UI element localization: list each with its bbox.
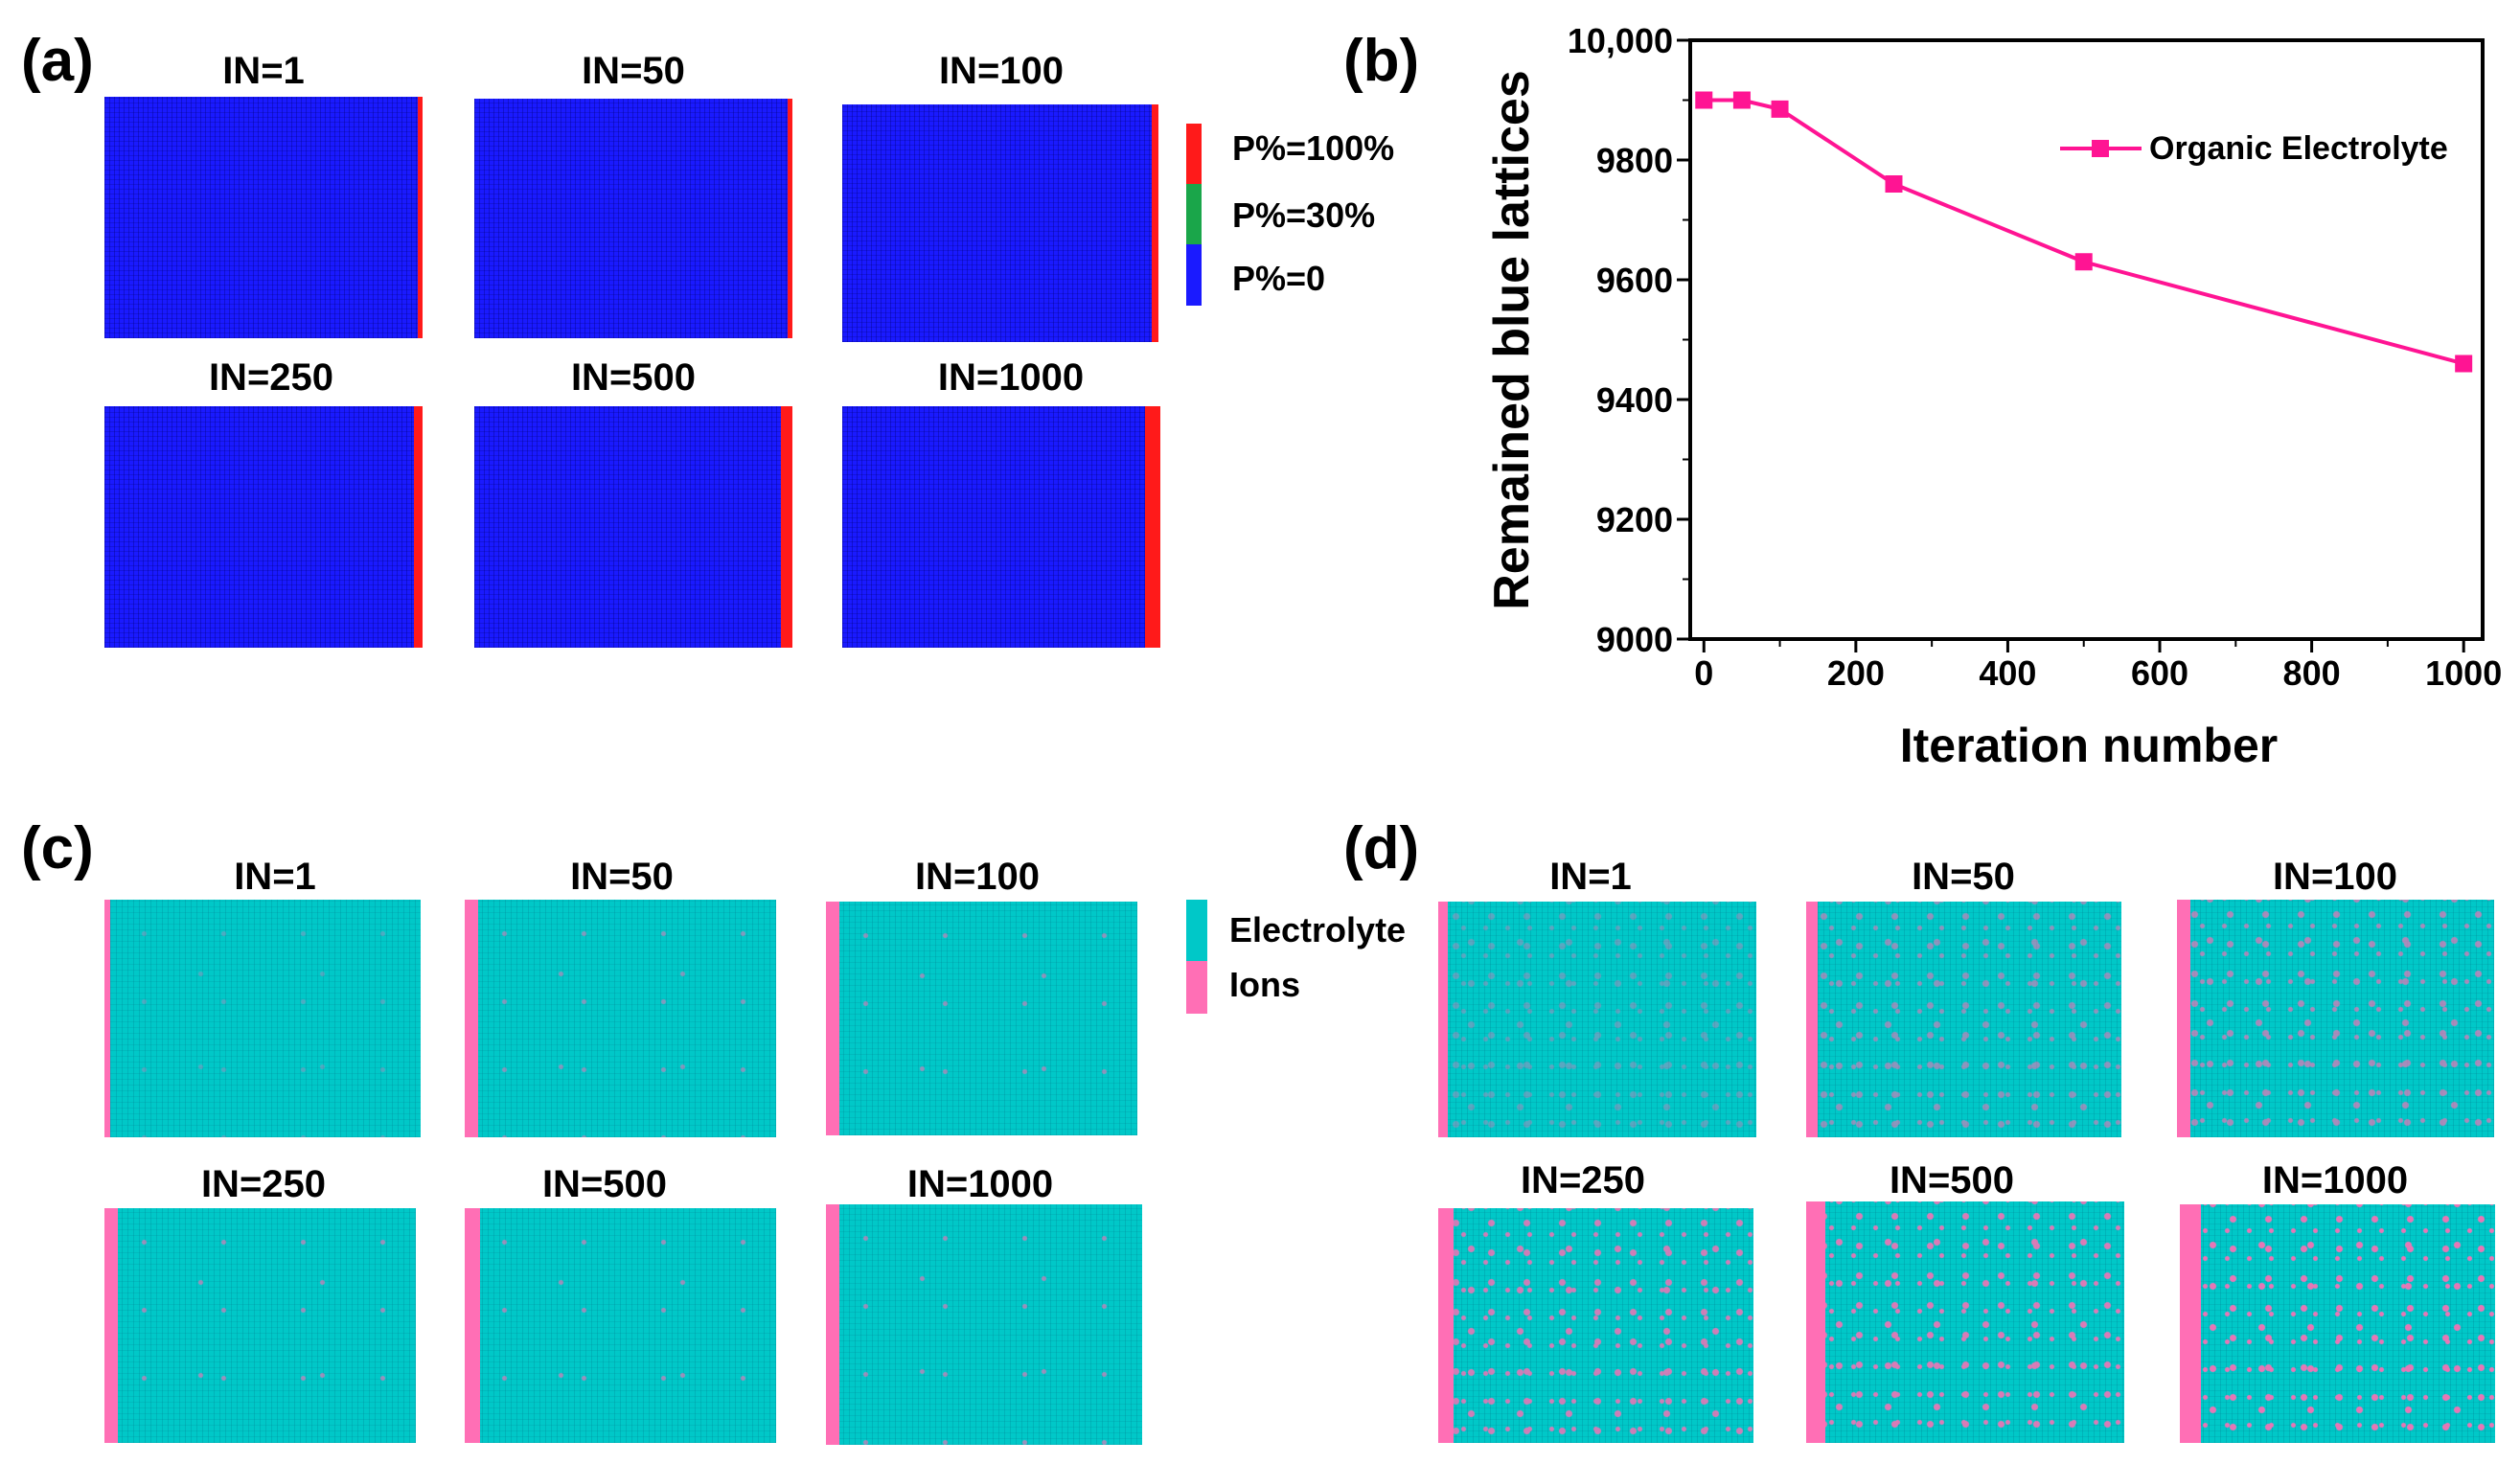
y-tick-label: 9000 <box>1596 620 1673 659</box>
line-chart: 0 200 400 600 800 1000 9000 9200 9400 9600 9800 10,… <box>1484 21 2502 772</box>
lattice-title: IN=50 <box>582 50 685 92</box>
lattice-map <box>826 902 1137 1135</box>
legend-label: P%=0 <box>1232 259 1326 298</box>
lattice-map <box>826 1204 1142 1445</box>
lattice-title: IN=100 <box>914 856 1041 898</box>
data-point <box>1732 91 1751 109</box>
lattice-map <box>474 406 792 648</box>
legend-swatch-green <box>1186 184 1202 244</box>
legend-marker <box>2092 140 2109 157</box>
x-tick-label: 0 <box>1694 653 1713 693</box>
lattice-map <box>842 406 1160 648</box>
y-tick-label: 9600 <box>1596 261 1673 300</box>
x-tick-label: 800 <box>2283 653 2341 693</box>
lattice-map <box>842 104 1158 342</box>
panel-label-d: (d) <box>1343 815 1420 881</box>
y-tick-label: 9200 <box>1596 500 1673 539</box>
data-point <box>2074 253 2093 271</box>
y-tick-label: 9400 <box>1596 380 1673 420</box>
lattice-map <box>2177 900 2494 1137</box>
legend-swatch-blue <box>1186 244 1202 306</box>
legend: Organic Electrolyte <box>2060 130 2448 167</box>
lattice-map <box>1438 1208 1753 1443</box>
lattice-title: IN=250 <box>1520 1159 1646 1201</box>
x-axis-label: Iteration number <box>1900 719 2278 772</box>
lattice-title: IN=100 <box>938 50 1065 92</box>
y-axis-label: Remained blue lattices <box>1484 70 1540 610</box>
panel-label-c: (c) <box>21 815 94 881</box>
lattice-map <box>2180 1204 2495 1443</box>
lattice-title: IN=500 <box>1889 1159 2015 1201</box>
lattice-title: IN=1 <box>234 856 316 898</box>
lattice-title: IN=500 <box>570 356 697 399</box>
lattice-map <box>104 900 421 1137</box>
legend-swatch-electrolyte <box>1186 900 1207 961</box>
y-tick-label: 9800 <box>1596 141 1673 180</box>
data-point <box>1695 91 1713 109</box>
legend-label: Electrolyte <box>1229 910 1407 949</box>
lattice-title: IN=50 <box>1912 856 2015 898</box>
lattice-title: IN=1000 <box>2261 1159 2409 1201</box>
lattice-title: IN=250 <box>208 356 334 399</box>
panel-label-b: (b) <box>1343 28 1420 94</box>
x-tick-label: 400 <box>1979 653 2036 693</box>
lattice-map <box>465 900 776 1137</box>
lattice-map <box>474 99 792 338</box>
lattice-map <box>1806 902 2121 1137</box>
lattice-title: IN=1000 <box>906 1163 1054 1205</box>
legend-label: P%=100% <box>1232 128 1395 168</box>
legend-label: P%=30% <box>1232 195 1376 235</box>
legend-swatch-red <box>1186 124 1202 184</box>
lattice-map <box>104 97 423 338</box>
legend-label: Ions <box>1229 965 1301 1004</box>
lattice-title: IN=1 <box>222 50 305 92</box>
lattice-map <box>465 1208 776 1443</box>
lattice-title: IN=250 <box>200 1163 327 1205</box>
x-tick-label: 600 <box>2131 653 2188 693</box>
panel-label-a: (a) <box>21 28 94 94</box>
legend-label: Organic Electrolyte <box>2149 130 2448 167</box>
lattice-map <box>104 406 423 648</box>
lattice-title: IN=1 <box>1549 856 1632 898</box>
lattice-title: IN=500 <box>541 1163 668 1205</box>
lattice-map <box>1438 902 1756 1137</box>
legend-swatch-ions <box>1186 961 1207 1014</box>
lattice-map <box>1806 1201 2124 1443</box>
y-tick-label: 10,000 <box>1568 21 1673 60</box>
x-tick-label: 1000 <box>2425 653 2502 693</box>
data-point <box>1885 175 1903 193</box>
lattice-title: IN=100 <box>2272 856 2398 898</box>
lattice-title: IN=1000 <box>937 356 1085 399</box>
data-point <box>2455 355 2473 373</box>
lattice-title: IN=50 <box>570 856 674 898</box>
lattice-map <box>104 1208 416 1443</box>
x-tick-label: 200 <box>1827 653 1885 693</box>
data-point <box>1771 100 1789 118</box>
